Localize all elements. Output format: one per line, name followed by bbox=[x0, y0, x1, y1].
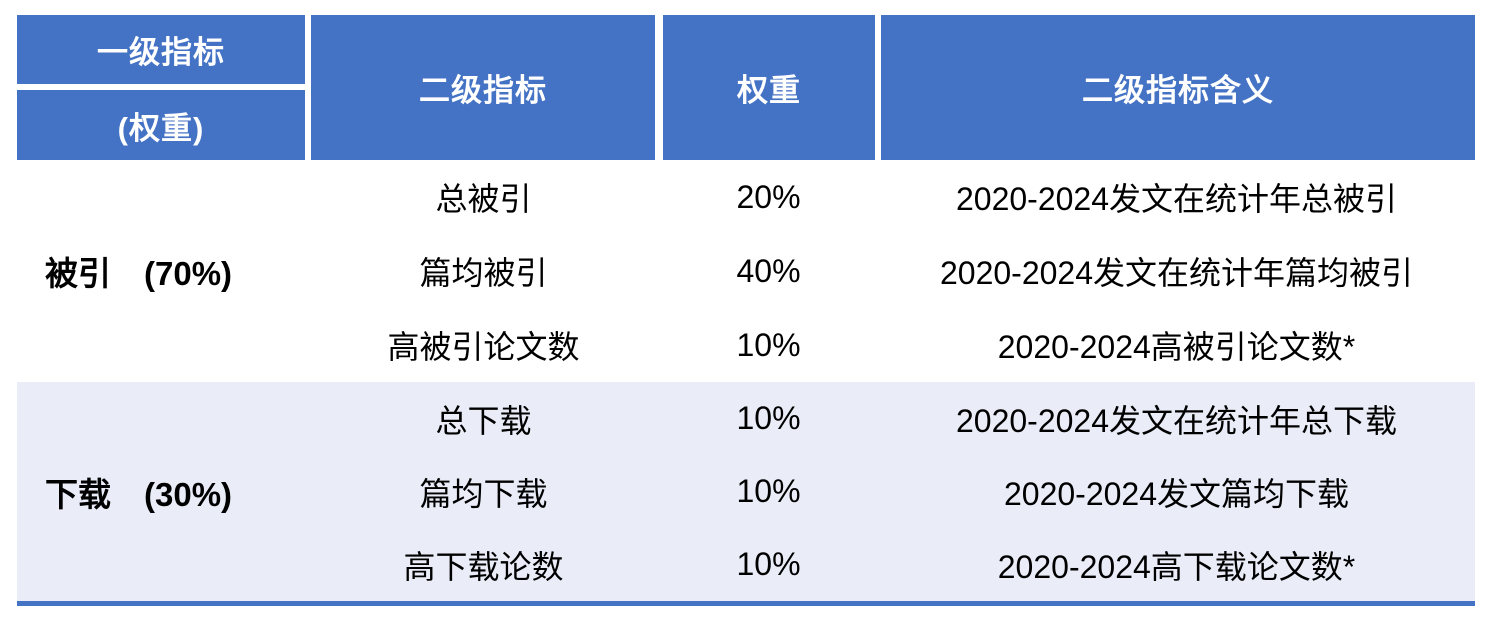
cell-indicator: 总被引 bbox=[435, 181, 532, 217]
cell-indicator: 总下载 bbox=[435, 402, 532, 439]
cell-weight: 10% bbox=[736, 546, 801, 582]
cell-weight: 10% bbox=[736, 400, 801, 436]
group-cited: 被引 (70%) 总被引 20% 2020-2024发文在统计年总被引 篇均被引… bbox=[17, 160, 1475, 382]
table-bottom-border bbox=[17, 601, 1475, 606]
cell-meaning: 2020-2024高下载论文数* bbox=[997, 548, 1356, 585]
table-header-row: 一级指标 (权重) 二级指标 权重 二级指标含义 bbox=[17, 15, 1475, 160]
header-level1-indicator-label: 一级指标 bbox=[17, 15, 305, 84]
cell-indicator: 篇均被引 bbox=[419, 255, 548, 291]
header-cell-level2-indicator: 二级指标 bbox=[311, 15, 655, 160]
cell-meaning: 2020-2024发文在统计年篇均被引 bbox=[939, 255, 1414, 291]
header-cell-weight: 权重 bbox=[663, 15, 875, 160]
cell-weight: 10% bbox=[736, 473, 801, 509]
group-label: 下载 (30%) bbox=[45, 475, 233, 513]
cell-indicator: 高被引论文数 bbox=[387, 329, 580, 365]
header-cell-level2-meaning: 二级指标含义 bbox=[881, 15, 1475, 160]
cell-indicator: 篇均下载 bbox=[419, 475, 548, 512]
indicator-weight-table: 一级指标 (权重) 二级指标 权重 二级指标含义 被引 (70%) 总被引 20… bbox=[17, 15, 1475, 606]
cell-meaning: 2020-2024发文在统计年总被引 bbox=[955, 181, 1398, 217]
header-level1-weight-label: (权重) bbox=[17, 90, 305, 160]
group-download: 下载 (30%) 总下载 10% 2020-2024发文在统计年总下载 篇均下载… bbox=[17, 382, 1475, 601]
cell-weight: 10% bbox=[736, 326, 801, 363]
cell-meaning: 2020-2024高被引论文数* bbox=[997, 329, 1356, 365]
cell-indicator: 高下载论数 bbox=[403, 548, 564, 585]
cell-meaning: 2020-2024发文在统计年总下载 bbox=[955, 402, 1398, 439]
group-label: 被引 (70%) bbox=[45, 255, 233, 292]
header-cell-level1-indicator: 一级指标 (权重) bbox=[17, 15, 305, 160]
cell-weight: 20% bbox=[736, 178, 801, 215]
cell-meaning: 2020-2024发文篇均下载 bbox=[1003, 475, 1350, 512]
cell-weight: 40% bbox=[736, 252, 801, 289]
